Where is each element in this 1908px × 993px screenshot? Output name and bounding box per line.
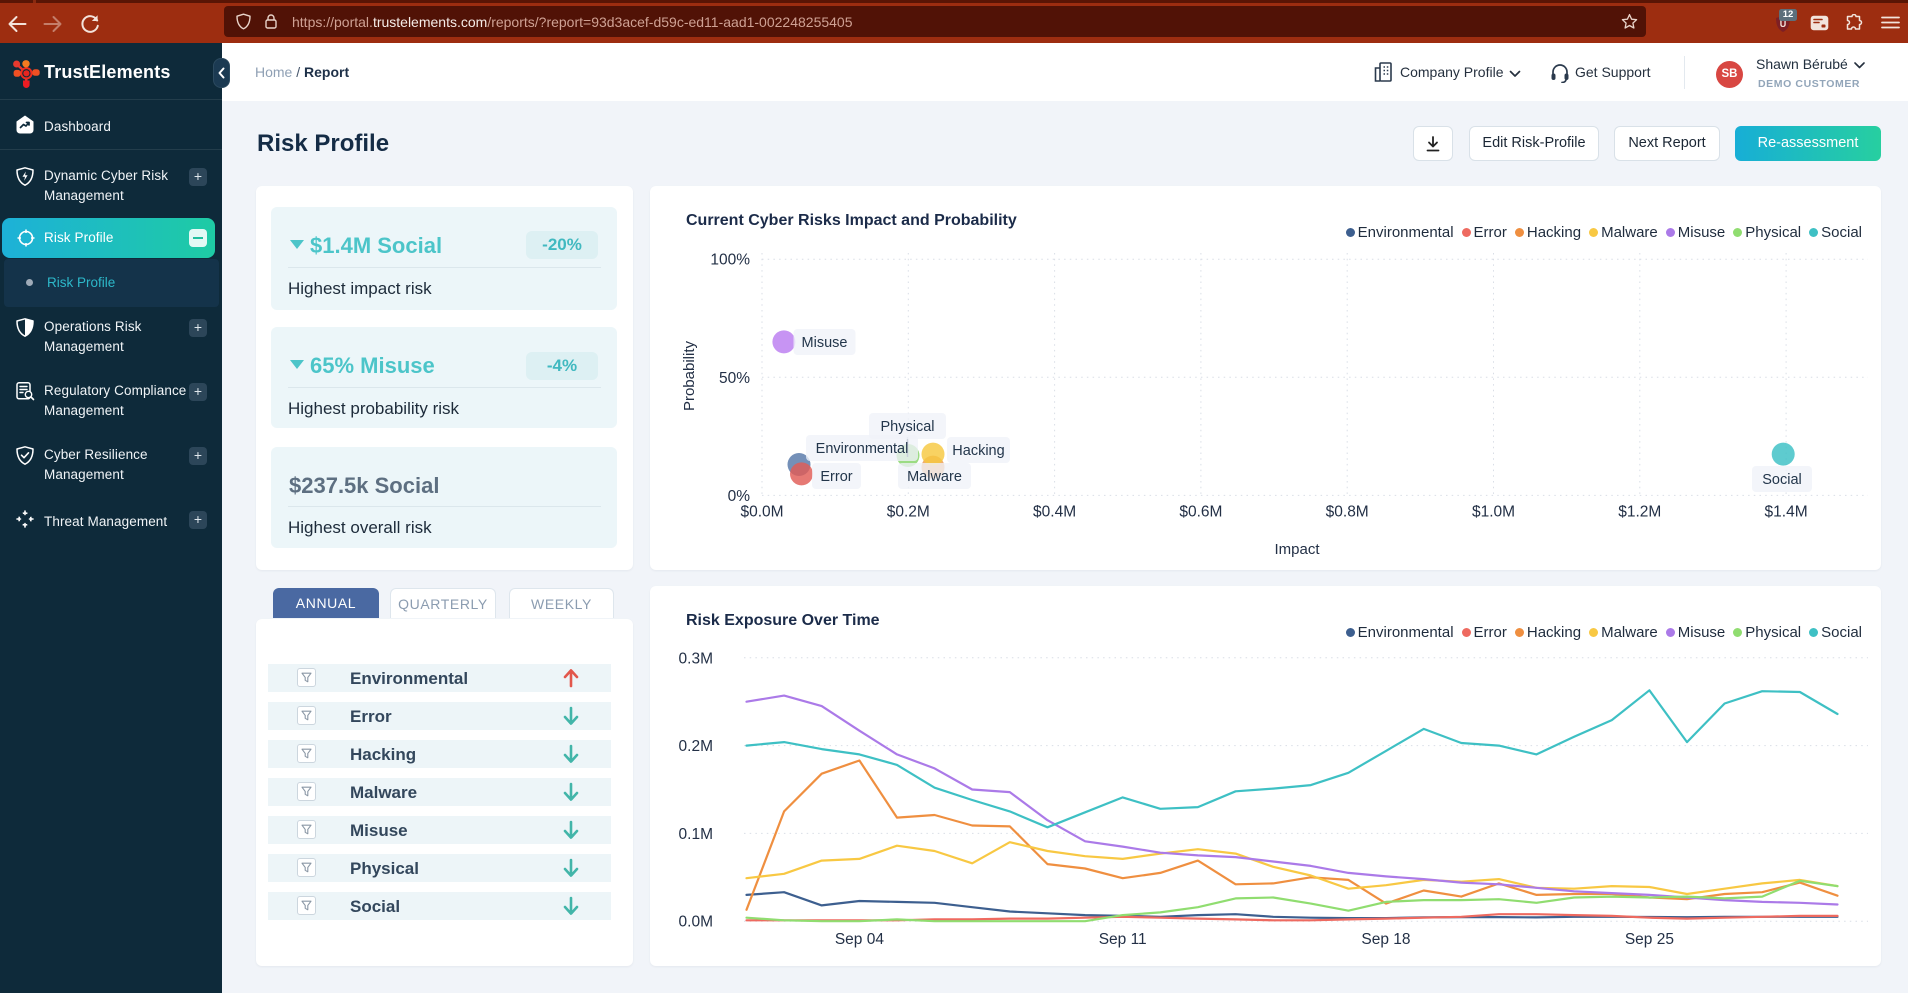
svg-text:Misuse: Misuse <box>802 335 848 351</box>
svg-text:0.0M: 0.0M <box>679 914 713 931</box>
svg-text:0%: 0% <box>728 488 751 505</box>
svg-text:$1.4M: $1.4M <box>1765 504 1808 521</box>
svg-text:Probability: Probability <box>681 340 698 411</box>
svg-text:Hacking: Hacking <box>952 443 1004 459</box>
svg-text:Environmental: Environmental <box>816 441 909 457</box>
svg-text:$1.2M: $1.2M <box>1618 504 1661 521</box>
svg-text:$0.0M: $0.0M <box>740 504 783 521</box>
svg-text:50%: 50% <box>719 370 750 387</box>
svg-text:Physical: Physical <box>881 419 935 435</box>
svg-text:Sep 18: Sep 18 <box>1361 931 1410 948</box>
svg-text:Malware: Malware <box>907 469 962 485</box>
svg-text:0.1M: 0.1M <box>679 826 713 843</box>
svg-text:100%: 100% <box>710 252 750 269</box>
svg-text:U: U <box>1780 19 1787 29</box>
svg-text:$0.6M: $0.6M <box>1179 504 1222 521</box>
svg-text:$0.4M: $0.4M <box>1033 504 1076 521</box>
svg-text:Social: Social <box>1762 472 1802 488</box>
svg-text:$0.8M: $0.8M <box>1326 504 1369 521</box>
svg-text:0.2M: 0.2M <box>679 738 713 755</box>
svg-text:$1.0M: $1.0M <box>1472 504 1515 521</box>
svg-text:0.3M: 0.3M <box>679 650 713 667</box>
svg-text:Sep 11: Sep 11 <box>1099 931 1147 948</box>
svg-text:Error: Error <box>820 469 852 485</box>
svg-text:Sep 04: Sep 04 <box>835 931 885 948</box>
svg-text:Sep 25: Sep 25 <box>1625 931 1674 948</box>
svg-text:$0.2M: $0.2M <box>887 504 930 521</box>
svg-text:Impact: Impact <box>1274 541 1320 558</box>
